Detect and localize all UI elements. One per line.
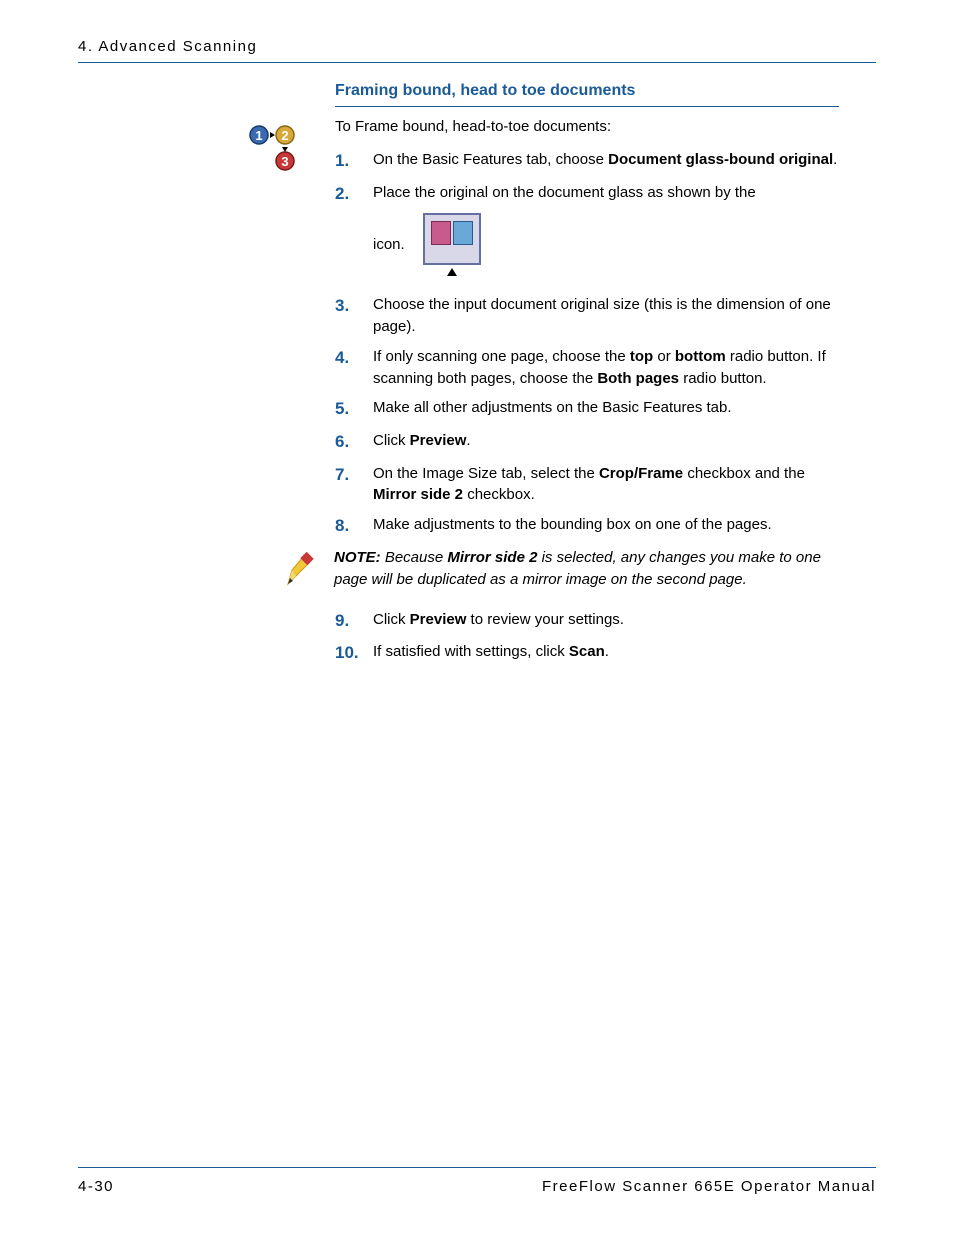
step-item: 6. Click Preview. [335, 430, 839, 455]
step-number: 6. [335, 430, 373, 455]
step-body: Place the original on the document glass… [373, 182, 839, 287]
step-item: 9. Click Preview to review your settings… [335, 609, 839, 634]
step-item: 4. If only scanning one page, choose the… [335, 346, 839, 390]
step-number: 10. [335, 641, 373, 666]
step-body: If only scanning one page, choose the to… [373, 346, 839, 390]
step-number: 1. [335, 149, 373, 174]
section-title: Framing bound, head to toe documents [335, 82, 839, 100]
note-block: NOTE: Because Mirror side 2 is selected,… [280, 547, 839, 595]
section-title-container: Framing bound, head to toe documents [335, 82, 839, 107]
step-item: 5. Make all other adjustments on the Bas… [335, 397, 839, 422]
steps-list: 1. On the Basic Features tab, choose Doc… [335, 149, 839, 666]
step-number: 7. [335, 463, 373, 507]
svg-text:2: 2 [281, 128, 288, 143]
step-number: 5. [335, 397, 373, 422]
numbered-steps-icon: 1 2 3 [248, 124, 296, 177]
chapter-label: 4. Advanced Scanning [78, 38, 257, 55]
pencil-icon [280, 547, 314, 595]
note-text: NOTE: Because Mirror side 2 is selected,… [334, 547, 839, 595]
step-number: 9. [335, 609, 373, 634]
step-body: Make all other adjustments on the Basic … [373, 397, 839, 422]
svg-text:1: 1 [255, 128, 262, 143]
step-number: 3. [335, 294, 373, 338]
step-number: 2. [335, 182, 373, 287]
step-item: 7. On the Image Size tab, select the Cro… [335, 463, 839, 507]
step-body: If satisfied with settings, click Scan. [373, 641, 839, 666]
step-item: 2. Place the original on the document gl… [335, 182, 839, 287]
step-number: 4. [335, 346, 373, 390]
step-item: 10. If satisfied with settings, click Sc… [335, 641, 839, 666]
step-item: 3. Choose the input document original si… [335, 294, 839, 338]
intro-text: To Frame bound, head-to-toe documents: [335, 118, 839, 135]
svg-text:3: 3 [281, 154, 288, 169]
manual-title: FreeFlow Scanner 665E Operator Manual [542, 1178, 876, 1195]
step-body: Click Preview to review your settings. [373, 609, 839, 634]
step-body: Click Preview. [373, 430, 839, 455]
step-number: 8. [335, 514, 373, 539]
page-header: 4. Advanced Scanning [78, 38, 876, 63]
document-glass-icon [423, 213, 481, 276]
page-number: 4-30 [78, 1178, 114, 1195]
step-body: Make adjustments to the bounding box on … [373, 514, 839, 539]
page-footer: 4-30 FreeFlow Scanner 665E Operator Manu… [78, 1167, 876, 1195]
step-body: On the Image Size tab, select the Crop/F… [373, 463, 839, 507]
step-item: 1. On the Basic Features tab, choose Doc… [335, 149, 839, 174]
step-body: Choose the input document original size … [373, 294, 839, 338]
content-area: To Frame bound, head-to-toe documents: 1… [335, 118, 839, 674]
step-body: On the Basic Features tab, choose Docume… [373, 149, 839, 174]
step-item: 8. Make adjustments to the bounding box … [335, 514, 839, 539]
